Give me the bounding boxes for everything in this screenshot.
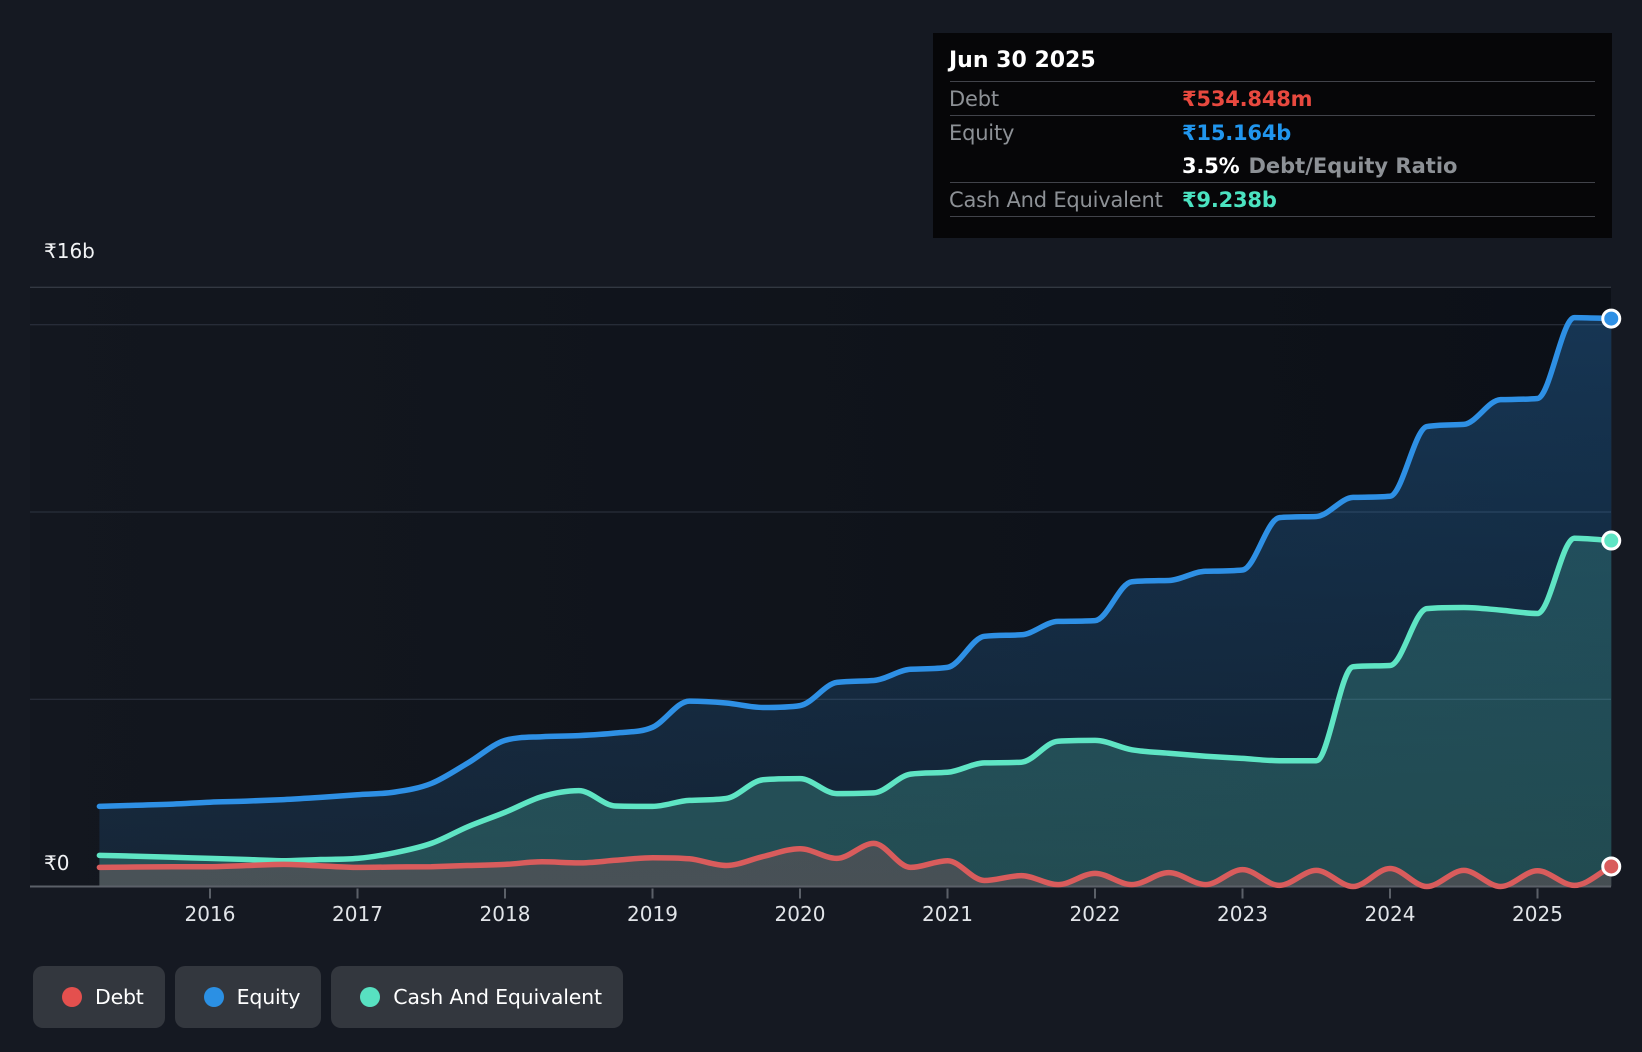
debt-label: Debt (949, 86, 999, 111)
y-axis-label-max: ₹16b (44, 239, 95, 263)
legend-item-cash[interactable]: Cash And Equivalent (331, 966, 623, 1028)
series-line-debt (96, 840, 1615, 890)
x-axis-label: 2017 (332, 902, 383, 926)
tooltip-row-debt: Debt ₹534.848m (949, 82, 1596, 115)
divider (950, 81, 1595, 82)
x-axis-label: 2019 (627, 902, 678, 926)
x-axis-label: 2022 (1070, 902, 1121, 926)
legend-item-debt[interactable]: Debt (33, 966, 165, 1028)
debt-series-dot-icon (62, 987, 82, 1007)
legend-item-equity[interactable]: Equity (174, 966, 322, 1028)
tooltip-row-equity: Equity ₹15.164b (949, 116, 1596, 149)
x-axis-label: 2023 (1217, 902, 1268, 926)
cash-value: ₹9.238b (1182, 187, 1277, 212)
series-line-cash-and-equivalent (96, 535, 1615, 864)
equity-value: ₹15.164b (1182, 120, 1292, 145)
cash-label: Cash And Equivalent (949, 187, 1163, 212)
x-axis-label: 2018 (480, 902, 531, 926)
cash-series-dot-icon (360, 987, 381, 1007)
divider (950, 216, 1595, 217)
x-axis-label: 2020 (775, 902, 826, 926)
debt-equity-ratio-label: Debt/Equity Ratio (1248, 153, 1458, 178)
tooltip-row-ratio: 3.5% Debt/Equity Ratio (949, 149, 1596, 182)
x-axis-label: 2021 (922, 902, 973, 926)
divider (950, 115, 1595, 116)
series-endpoint-marker (1601, 308, 1622, 329)
series-endpoint-marker (1601, 530, 1622, 551)
debt-equity-ratio-value: 3.5% (1182, 153, 1240, 178)
debt-value: ₹534.848m (1182, 86, 1313, 111)
series-endpoint-marker (1601, 856, 1622, 877)
equity-label: Equity (949, 120, 1015, 145)
tooltip-date: Jun 30 2025 (949, 48, 1096, 73)
y-axis-label-zero: ₹0 (44, 851, 69, 875)
legend-label: Debt (95, 985, 144, 1009)
divider (950, 182, 1595, 183)
chart-tooltip: Jun 30 2025 Debt ₹534.848m Equity ₹15.16… (933, 33, 1612, 238)
chart-legend: Debt Equity Cash And Equivalent (33, 966, 623, 1028)
legend-label: Cash And Equivalent (393, 985, 602, 1009)
x-axis-label: 2025 (1512, 902, 1563, 926)
legend-label: Equity (236, 985, 301, 1009)
tooltip-row-cash: Cash And Equivalent ₹9.238b (949, 183, 1596, 216)
equity-series-dot-icon (203, 987, 224, 1007)
series-line-equity (96, 314, 1615, 810)
x-axis-label: 2024 (1365, 902, 1416, 926)
x-axis-label: 2016 (185, 902, 236, 926)
